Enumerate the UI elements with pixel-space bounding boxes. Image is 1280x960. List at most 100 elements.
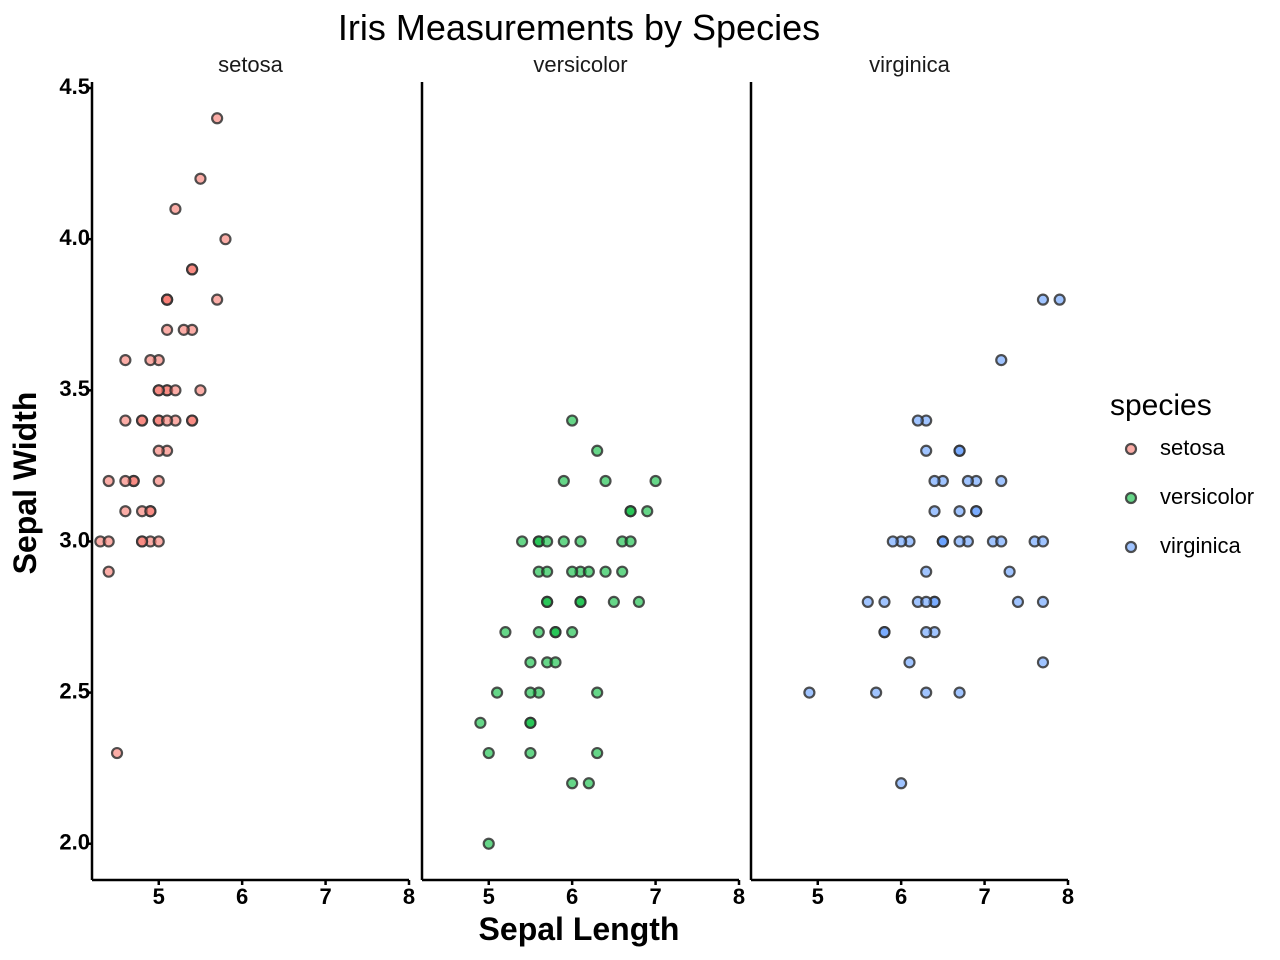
data-point-versicolor [582,565,595,578]
data-point-versicolor [616,565,629,578]
data-point-setosa [119,414,132,427]
data-point-versicolor [566,414,579,427]
data-point-setosa [169,384,182,397]
facet-panel-virginica: virginica 5 6 7 8 [749,52,1074,909]
data-point-virginica [1036,595,1050,609]
data-point-virginica [920,565,933,578]
x-axis-label: Sepal Length [479,911,680,947]
legend-label-setosa: setosa [1160,435,1226,460]
x-tick-label: 7 [978,884,990,909]
data-point-setosa [194,384,207,397]
data-point-versicolor [632,595,645,609]
data-point-versicolor [541,565,554,578]
data-point-virginica [803,686,816,699]
data-point-setosa [211,293,224,306]
data-point-versicolor [557,474,570,488]
data-point-virginica [1003,565,1016,578]
x-tick-label: 6 [566,884,578,909]
data-point-setosa [144,353,157,367]
facet-panel-setosa: setosa 5 6 7 8 2.0 2.5 3.0 3.5 4.0 4.5 [59,52,415,909]
data-point-setosa [160,323,174,336]
data-point-versicolor [649,474,662,488]
data-point-versicolor [499,626,512,639]
data-point-versicolor [474,716,487,729]
data-point-versicolor [641,505,654,518]
data-point-versicolor [541,595,554,609]
data-point-versicolor [574,535,587,548]
data-point-virginica [920,444,933,457]
x-tick-label: 5 [812,884,824,909]
data-point-setosa [119,353,132,367]
data-point-versicolor [599,565,612,578]
data-point-virginica [1036,535,1050,548]
data-point-setosa [186,414,199,427]
legend-key-virginica [1124,540,1138,554]
data-point-virginica [1036,293,1050,306]
data-point-virginica [995,535,1008,548]
data-point-versicolor [591,686,604,699]
data-point-virginica [911,414,924,427]
data-point-setosa [211,112,224,125]
y-axis-label: Sepal Width [7,392,43,575]
data-point-versicolor [482,837,495,850]
y-tick-label: 4.0 [59,225,90,250]
data-point-virginica [970,505,983,518]
legend-title: species [1110,389,1212,422]
chart-title: Iris Measurements by Species [338,7,820,48]
data-point-versicolor [532,626,545,639]
data-point-versicolor [516,535,529,548]
data-point-setosa [110,746,124,760]
data-point-virginica [953,505,966,518]
data-point-versicolor [591,444,604,457]
data-point-virginica [1053,293,1066,306]
data-point-setosa [160,414,174,427]
data-point-setosa [160,293,174,306]
data-point-versicolor [524,716,537,729]
x-tick-label: 7 [649,884,661,909]
data-point-virginica [861,595,874,609]
data-point-setosa [135,414,149,427]
data-point-virginica [995,474,1008,488]
data-point-setosa [144,505,157,518]
data-point-versicolor [566,777,579,790]
facet-label-virginica: virginica [869,52,950,77]
x-tick-label: 5 [153,884,165,909]
x-tick-label: 8 [403,884,415,909]
data-point-setosa [119,505,132,518]
data-point-virginica [903,656,916,669]
data-point-virginica [895,777,908,790]
x-tick-label: 6 [895,884,907,909]
data-point-virginica [920,626,933,639]
legend-key-versicolor [1124,491,1138,505]
data-point-versicolor [541,535,554,548]
data-point-virginica [1036,656,1050,669]
data-point-setosa [119,474,132,488]
data-point-versicolor [524,686,537,699]
data-point-virginica [961,474,974,488]
data-point-setosa [186,263,199,276]
y-tick-label: 2.0 [59,830,90,855]
data-point-versicolor [524,656,537,669]
data-point-virginica [928,474,941,488]
data-point-versicolor [591,746,604,760]
data-point-versicolor [607,595,620,609]
data-point-virginica [920,686,933,699]
data-point-versicolor [482,746,495,760]
legend: species setosa versicolor virginica [1110,389,1254,558]
data-point-setosa [102,535,115,548]
y-tick-label: 2.5 [59,678,90,703]
data-point-setosa [152,384,165,397]
facet-panel-versicolor: versicolor 5 6 7 8 [420,52,745,909]
data-point-virginica [886,535,899,548]
data-point-virginica [878,595,891,609]
data-point-versicolor [624,505,637,518]
data-point-setosa [219,233,232,246]
data-point-versicolor [549,626,562,639]
data-point-versicolor [557,535,570,548]
x-tick-label: 5 [483,884,495,909]
y-tick-label: 4.5 [59,74,90,99]
data-point-virginica [995,353,1008,367]
data-point-versicolor [599,474,612,488]
facet-label-versicolor: versicolor [533,52,627,77]
